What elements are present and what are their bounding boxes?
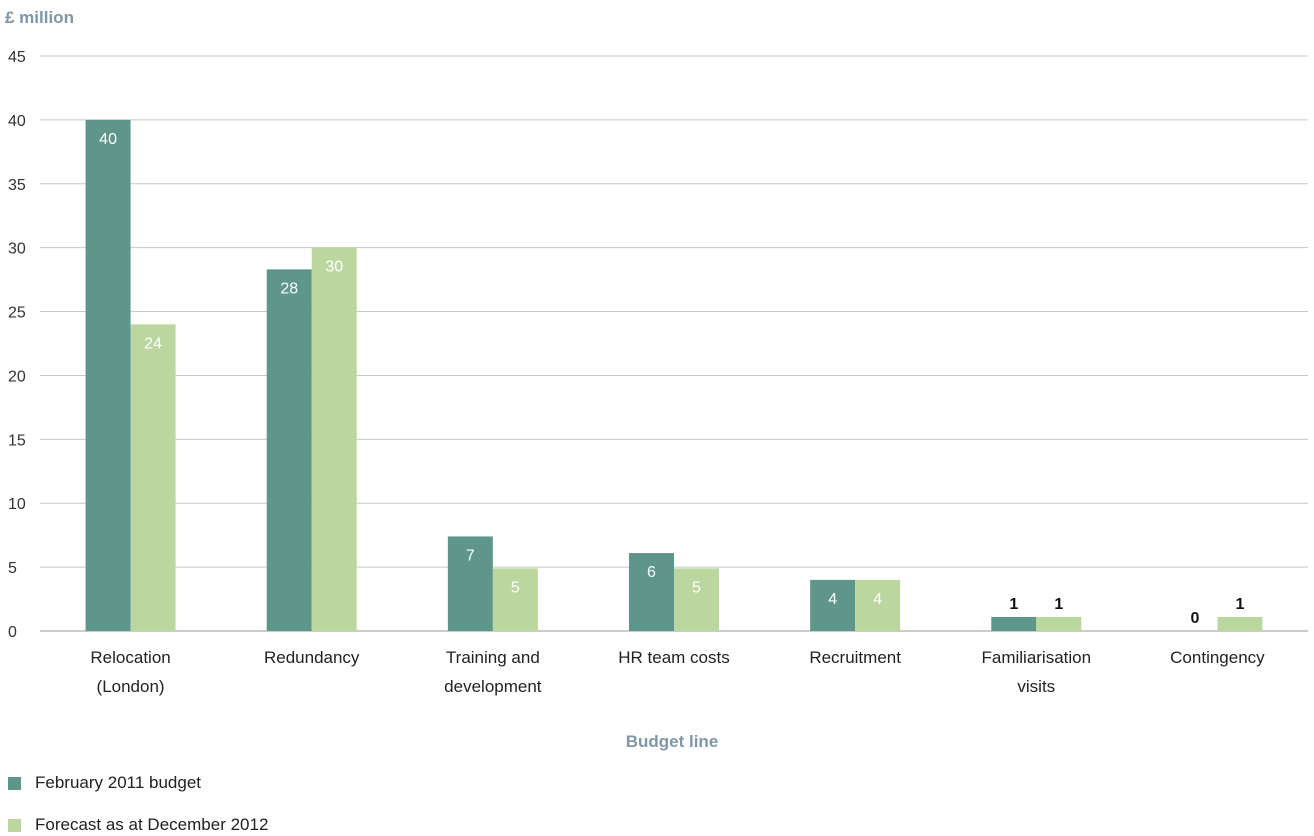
category-label: visits [1017,677,1055,696]
bar-forecast [492,568,538,631]
bar-budget [447,536,493,631]
y-tick-label: 10 [8,496,26,513]
category-label: (London) [97,677,165,696]
y-tick-label: 45 [8,49,26,66]
y-tick-label: 35 [8,177,26,194]
y-tick-label: 15 [8,432,26,449]
bar-forecast [1217,616,1263,631]
bar-forecast [1036,616,1082,631]
bar-forecast [855,579,901,631]
category-label: Contingency [1170,648,1265,667]
category-label: Relocation [90,648,170,667]
category-label: Training and [446,648,540,667]
bar-budget [266,269,312,631]
bar-forecast [130,324,176,631]
y-axis-title: £ million [5,8,74,27]
y-tick-labels: 0 5 10 15 20 25 30 35 40 45 [8,49,26,641]
data-label: 1 [1054,596,1063,613]
data-label: 4 [828,591,837,608]
data-label: 0 [1190,610,1199,627]
category-label: Recruitment [809,648,901,667]
bar-budget [810,579,856,631]
y-tick-label: 25 [8,305,26,322]
x-axis-title: Budget line [626,732,719,751]
bar-forecast [674,568,719,631]
y-tick-label: 5 [8,560,17,577]
category-label: Familiarisation [981,648,1091,667]
category-label: Redundancy [264,648,360,667]
data-label: 40 [99,131,117,148]
data-label: 5 [692,579,701,596]
gridlines [40,55,1308,632]
category-label: development [444,677,542,696]
y-tick-label: 20 [8,368,26,385]
data-label: 1 [1235,596,1244,613]
bars [85,119,1263,631]
data-label: 1 [1009,596,1018,613]
data-label: 28 [280,280,298,297]
legend-item-budget: February 2011 budget [8,773,201,793]
legend-swatch-forecast [8,818,21,832]
data-label: 5 [511,579,520,596]
y-tick-label: 30 [8,241,26,258]
data-label: 24 [144,335,162,352]
data-label: 6 [647,564,656,581]
bar-forecast [311,247,357,631]
y-tick-label: 0 [8,624,17,641]
y-tick-label: 40 [8,113,26,130]
legend-label-budget: February 2011 budget [35,773,202,792]
category-label: HR team costs [618,648,729,667]
data-labels: 40 24 28 30 7 5 6 5 4 4 1 1 0 1 [99,131,1244,627]
data-label: 7 [466,547,475,564]
bar-budget [629,553,674,631]
bar-budget [991,616,1037,631]
legend-item-forecast: Forecast as at December 2012 [8,815,268,835]
category-labels: Relocation (London) Redundancy Training and… [90,648,1265,696]
bar-budget [85,119,131,631]
data-label: 30 [325,259,343,276]
data-label: 4 [873,591,882,608]
legend-label-forecast: Forecast as at December 2012 [35,815,269,834]
legend-swatch-budget [8,776,21,790]
